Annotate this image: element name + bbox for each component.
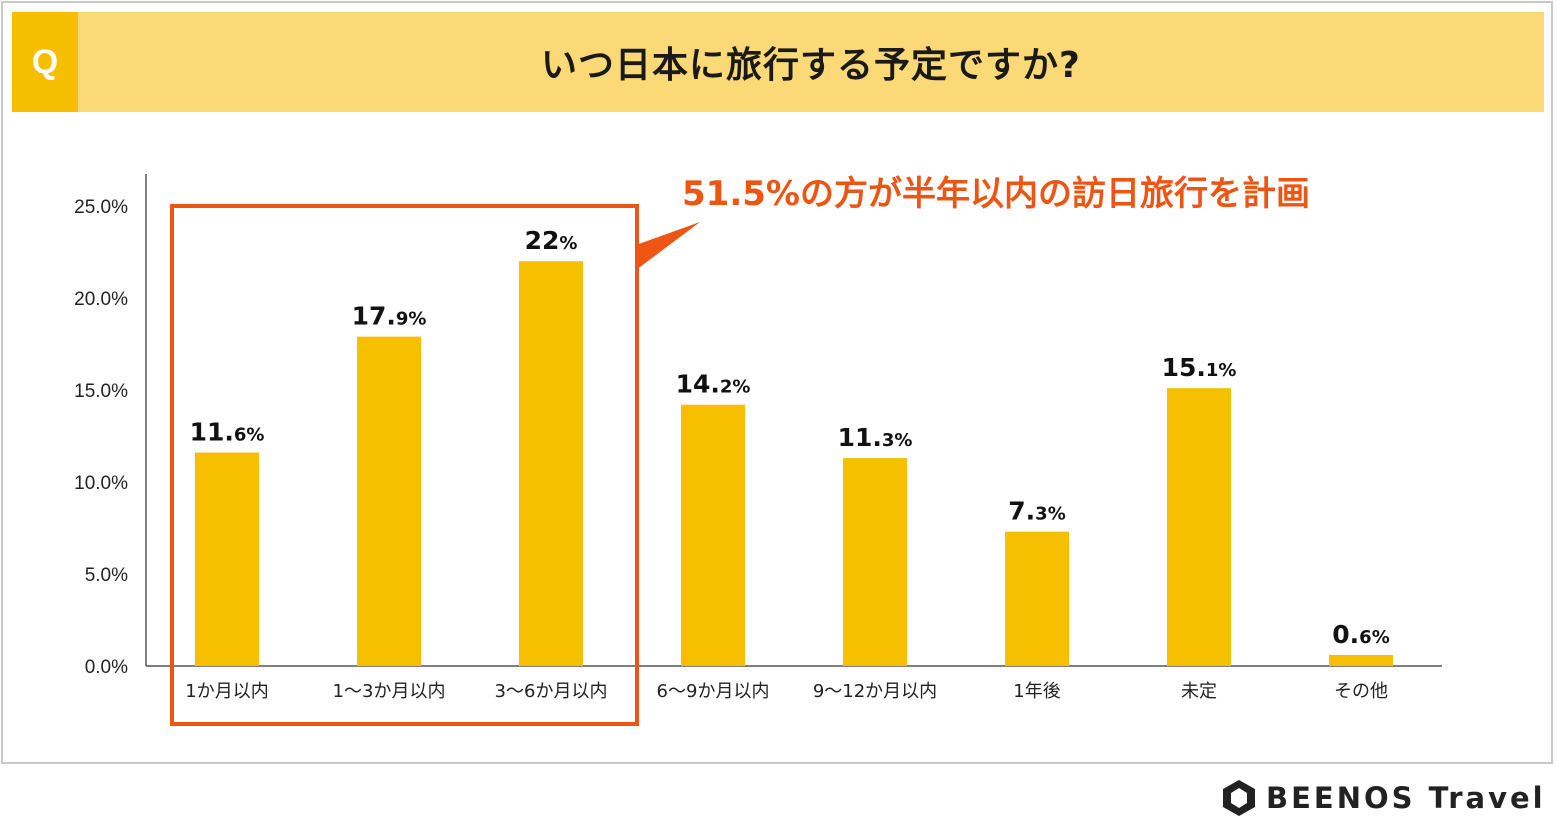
hexagon-logo-icon [1223, 780, 1255, 816]
callout-pointer [636, 222, 700, 270]
bar [1167, 388, 1231, 666]
callout-text: 51.5%の方が半年以内の訪日旅行を計画 [682, 174, 1310, 214]
data-label: 14.2% [676, 370, 751, 399]
bar [843, 458, 907, 666]
bar [681, 404, 745, 666]
data-label: 15.1% [1162, 353, 1237, 382]
x-tick-label: 1〜3か月以内 [333, 681, 446, 702]
x-tick-label: 未定 [1181, 681, 1217, 702]
value-labels: 11.6% 17.9% 22% 14.2% 11.3% 7.3% 15.1% 0.6% [190, 226, 1390, 649]
data-label: 0.6% [1332, 620, 1389, 649]
y-tick-label: 20.0% [74, 289, 128, 310]
y-tick-label: 0.0% [85, 657, 128, 678]
x-tick-label: 1年後 [1013, 681, 1060, 702]
bar [519, 261, 583, 666]
y-tick-label: 10.0% [74, 473, 128, 494]
page-title: いつ日本に旅行する予定ですか? [541, 45, 1081, 86]
data-label: 17.9% [352, 302, 427, 331]
q-badge: Q [12, 12, 78, 112]
bar [357, 336, 421, 666]
x-tick-label: 6〜9か月以内 [657, 681, 770, 702]
data-label: 11.3% [838, 423, 913, 452]
bar [1329, 654, 1393, 666]
y-tick-label: 15.0% [74, 381, 128, 402]
x-tick-label: 9〜12か月以内 [813, 681, 937, 702]
data-label: 11.6% [190, 418, 265, 447]
data-label: 7.3% [1008, 497, 1065, 526]
chart-card [1, 1, 1553, 764]
bar-chart: 0.0% 5.0% 10.0% 15.0% 20.0% 25.0% 11.6% 17.9% 2… [74, 174, 1442, 726]
question-header: Q いつ日本に旅行する予定ですか? [12, 12, 1544, 112]
highlight-box [170, 204, 639, 726]
brand-name: BEENOS Travel [1266, 781, 1546, 815]
x-axis-labels: 1か月以内 1〜3か月以内 3〜6か月以内 6〜9か月以内 9〜12か月以内 1年後 未定 そ… [185, 681, 1388, 702]
y-tick-label: 25.0% [74, 197, 128, 218]
x-tick-label: 3〜6か月以内 [495, 681, 608, 702]
bar [1005, 531, 1069, 666]
bars [195, 261, 1393, 666]
data-label: 22% [525, 226, 578, 255]
x-tick-label: その他 [1334, 681, 1388, 702]
brand-logo: BEENOS Travel [1222, 778, 1546, 818]
bar [195, 452, 259, 666]
y-tick-label: 5.0% [85, 565, 128, 586]
y-axis: 0.0% 5.0% 10.0% 15.0% 20.0% 25.0% [74, 174, 1442, 678]
highlight-group [170, 204, 700, 726]
x-tick-label: 1か月以内 [185, 681, 268, 702]
